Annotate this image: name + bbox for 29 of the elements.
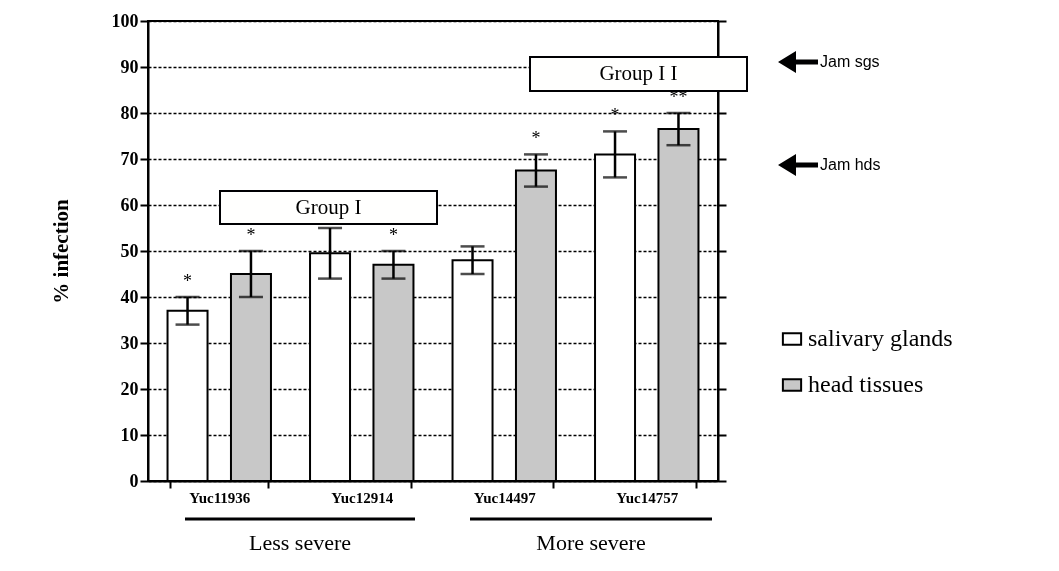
y-tick-label: 10 [120,424,139,445]
y-tick-label: 70 [120,148,139,169]
y-axis-title: % infection [48,198,73,304]
text: Jam sgs [820,53,880,70]
legend-label: salivary glands [808,325,953,351]
y-tick-label: 40 [120,286,139,307]
text: More severe [536,530,646,555]
y-tick-label: 50 [120,240,139,261]
annotation: * [246,225,256,245]
x-tick-label: Yuc11936 [189,489,251,506]
annotation: Group I I [599,61,678,85]
y-tick-label: 20 [120,378,139,399]
x-tick-label: Yuc14497 [473,489,537,506]
y-tick-label: 80 [120,102,139,123]
x-tick-label: Yuc12914 [331,489,394,506]
y-tick-label: 60 [120,194,139,215]
y-tick-label: 90 [120,56,139,77]
annotation: Group I [295,194,362,219]
y-tick-label: 100 [111,10,139,31]
text: Less severe [248,530,352,555]
x-tick-label: Yuc14757 [616,489,679,506]
annotation: * [610,105,620,126]
text: Jam hds [820,156,881,173]
legend-label: head tissues [808,371,924,397]
annotation: * [183,271,193,291]
y-tick-label: 30 [120,332,139,353]
annotation: * [388,225,398,245]
annotation: * [531,128,541,149]
y-tick-label: 0 [129,470,139,491]
